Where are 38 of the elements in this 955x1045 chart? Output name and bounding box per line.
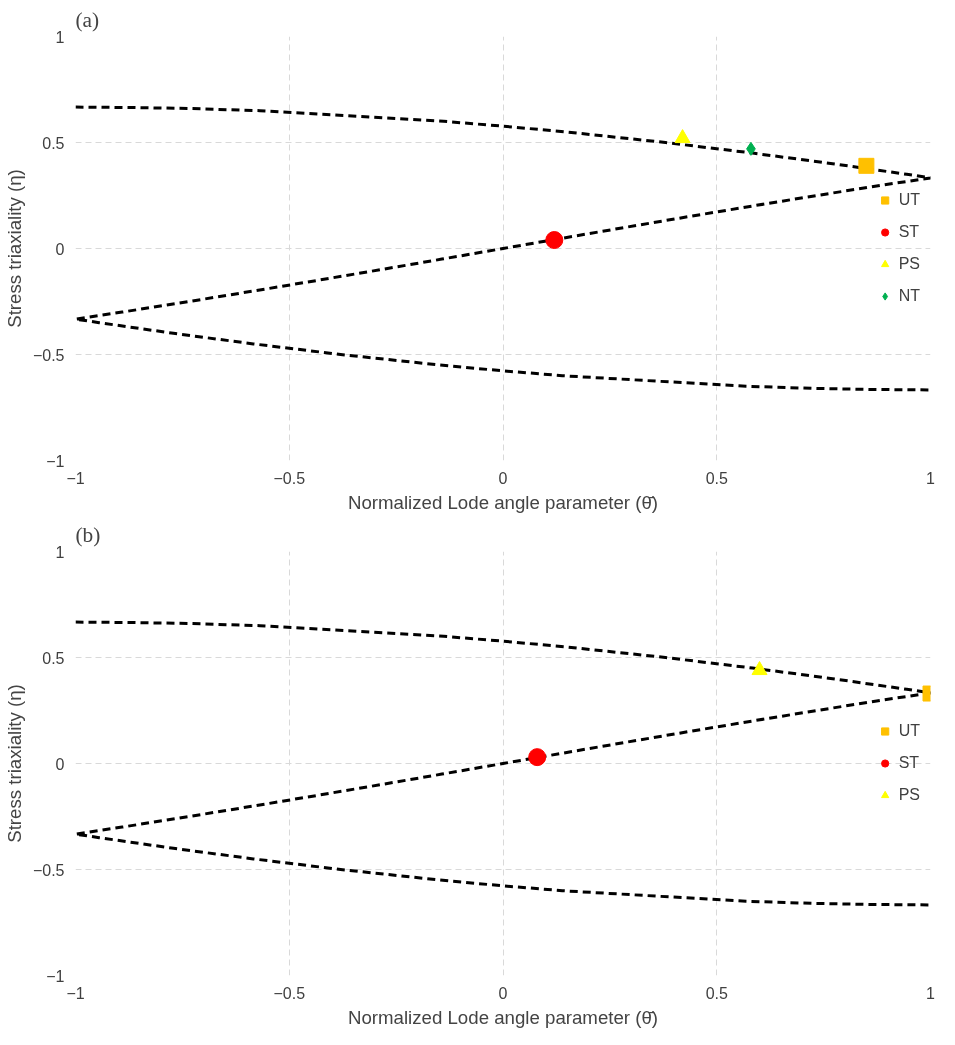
y-tick-label: −0.5 [32, 861, 65, 879]
y-tick-label: −0.5 [32, 346, 65, 364]
chart-title: (a) [75, 7, 100, 32]
point [674, 129, 691, 144]
legend-label: ST [898, 223, 920, 241]
x-tick-label: 0 [498, 984, 508, 1002]
legend-label: ST [898, 754, 920, 772]
x-axis-title: Normalized Lode angle parameter (θ̄) [347, 1006, 659, 1028]
chart-title: (b) [75, 522, 101, 547]
y-tick-label: 0.5 [42, 134, 65, 152]
y-tick-label: 0 [55, 755, 65, 773]
x-tick-label: −1 [66, 984, 85, 1002]
x-tick-label: −0.5 [273, 984, 306, 1002]
legend-label: UT [898, 722, 920, 740]
y-tick-label: −1 [46, 452, 65, 470]
legend-label: PS [898, 255, 920, 273]
line-series [75, 620, 931, 907]
y-axis-title: Stress triaxiality (η) [3, 684, 25, 843]
x-tick-label: 0.5 [705, 984, 728, 1002]
x-tick-label: 1 [926, 469, 936, 487]
y-axis-title: Stress triaxiality (η) [3, 169, 25, 328]
x-tick-label: −0.5 [273, 469, 306, 487]
x-tick-label: −1 [66, 469, 85, 487]
point [545, 231, 564, 249]
x-axis-title: Normalized Lode angle parameter (θ̄) [347, 491, 659, 513]
x-tick-label: 0 [498, 469, 508, 487]
x-tick-label: 0.5 [705, 469, 728, 487]
legend-label: UT [898, 191, 920, 209]
y-tick-label: 0 [55, 240, 65, 258]
legend-label: NT [898, 287, 920, 305]
y-tick-label: 1 [55, 543, 65, 561]
x-tick-label: 1 [926, 984, 936, 1002]
y-tick-label: 0.5 [42, 649, 65, 667]
y-tick-label: −1 [46, 967, 65, 985]
line-series [75, 105, 931, 392]
legend-label: PS [898, 786, 920, 804]
point [858, 157, 875, 174]
y-tick-label: 1 [55, 28, 65, 46]
